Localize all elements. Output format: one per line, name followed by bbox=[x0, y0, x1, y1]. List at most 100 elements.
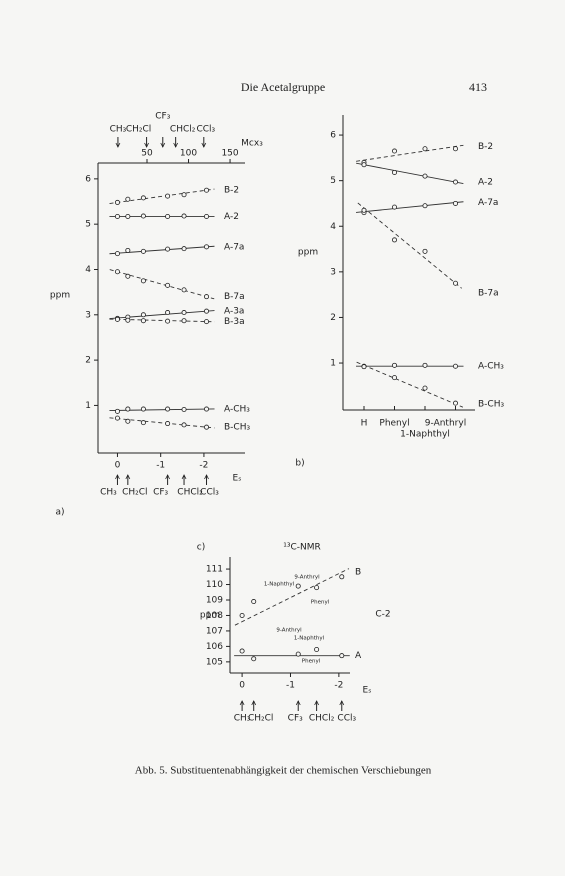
panel-label: b) bbox=[295, 459, 304, 469]
data-point bbox=[114, 269, 120, 275]
x-axis-label: Eₛ bbox=[232, 474, 241, 484]
y-tick-label: 4 bbox=[330, 222, 336, 232]
chart-annotation: C-2 bbox=[375, 610, 390, 620]
x-tick-label: -2 bbox=[199, 461, 208, 471]
data-point bbox=[125, 213, 131, 219]
top-substituent-label: CH₃ bbox=[110, 125, 127, 135]
y-axis-label: ppm bbox=[298, 248, 318, 258]
series-label: B-7a bbox=[224, 292, 245, 302]
substituent-arrow-head bbox=[295, 700, 301, 706]
series-label: A-CH₃ bbox=[478, 362, 504, 372]
data-point bbox=[391, 362, 397, 368]
series-label: B-3a bbox=[224, 317, 245, 327]
substituent-arrow-head bbox=[314, 700, 319, 706]
x-tick-label: 1-Naphthyl bbox=[400, 430, 450, 440]
page-number: 413 bbox=[469, 80, 487, 94]
data-point bbox=[452, 179, 458, 185]
data-point bbox=[125, 406, 131, 412]
series-label: A-3a bbox=[224, 307, 244, 317]
y-tick-label: 2 bbox=[330, 313, 336, 323]
data-point bbox=[140, 420, 146, 426]
data-point bbox=[181, 192, 187, 198]
data-point bbox=[391, 237, 397, 243]
substituent-label: CF₃ bbox=[153, 488, 168, 498]
data-point bbox=[204, 308, 210, 314]
data-point bbox=[181, 406, 187, 412]
substituent-arrow-head bbox=[115, 474, 120, 480]
data-point bbox=[181, 246, 187, 252]
fit-line bbox=[109, 245, 215, 255]
top-substituent-arrow-head bbox=[173, 142, 179, 148]
data-point bbox=[452, 146, 458, 152]
series-label: B-CH₃ bbox=[478, 400, 504, 410]
data-point bbox=[422, 173, 428, 179]
data-point bbox=[114, 408, 120, 414]
fit-line bbox=[355, 201, 464, 213]
y-axis-label: ppm bbox=[50, 291, 70, 301]
data-point bbox=[140, 406, 146, 412]
point-annotation: 9-Anthryl bbox=[294, 575, 320, 581]
data-point bbox=[114, 415, 120, 421]
data-point bbox=[452, 200, 458, 206]
point-annotation: 9-Anthryl bbox=[276, 628, 302, 634]
point-annotation: Phenyl bbox=[302, 659, 321, 665]
data-point bbox=[339, 574, 345, 580]
substituent-arrow-head bbox=[165, 474, 170, 480]
data-point bbox=[181, 213, 187, 219]
data-point bbox=[140, 213, 146, 219]
fit-line bbox=[357, 202, 462, 289]
data-point bbox=[165, 310, 171, 316]
data-point bbox=[140, 195, 146, 201]
data-point bbox=[361, 364, 367, 370]
data-point bbox=[125, 317, 131, 323]
top-substituent-arrow-head bbox=[160, 142, 166, 148]
top-substituent-arrow-head bbox=[201, 142, 207, 148]
x-tick-label: -1 bbox=[286, 681, 295, 691]
data-point bbox=[181, 287, 187, 293]
data-point bbox=[391, 169, 397, 175]
series-label: B-CH₃ bbox=[224, 423, 250, 433]
series-label: B-7a bbox=[478, 289, 499, 299]
data-point bbox=[125, 247, 131, 253]
substituent-label: CH₂Cl bbox=[248, 714, 273, 724]
fit-line bbox=[109, 310, 215, 320]
series-label: A-7a bbox=[478, 198, 498, 208]
top-tick-label: 100 bbox=[180, 149, 197, 159]
data-point bbox=[204, 406, 210, 412]
data-point bbox=[422, 248, 428, 254]
fit-line bbox=[109, 318, 215, 323]
substituent-arrow-head bbox=[339, 700, 345, 706]
data-point bbox=[165, 421, 171, 427]
data-point bbox=[422, 146, 428, 152]
data-point bbox=[125, 196, 131, 202]
x-tick-label: -1 bbox=[156, 461, 165, 471]
top-axis-label: Mcx₃ bbox=[241, 139, 263, 149]
data-point bbox=[422, 385, 428, 391]
figure-caption: Abb. 5. Substituentenabhängigkeit der ch… bbox=[135, 765, 432, 777]
x-tick-label: 9-Anthryl bbox=[425, 419, 466, 429]
data-point bbox=[114, 199, 120, 205]
data-point bbox=[391, 148, 397, 154]
x-tick-label: H bbox=[361, 419, 368, 429]
data-point bbox=[452, 363, 458, 369]
y-tick-label: 1 bbox=[85, 401, 91, 411]
top-tick-label: 150 bbox=[221, 149, 238, 159]
series-label: A-2 bbox=[478, 178, 493, 188]
fit-line bbox=[109, 269, 215, 300]
y-tick-label: 110 bbox=[206, 580, 223, 590]
series-label: B-2 bbox=[478, 142, 493, 152]
substituent-label: CF₃ bbox=[288, 714, 303, 724]
y-tick-label: 6 bbox=[85, 174, 91, 184]
data-point bbox=[422, 362, 428, 368]
data-point bbox=[165, 406, 171, 412]
y-tick-label: 1 bbox=[330, 359, 336, 369]
y-tick-label: 108 bbox=[206, 611, 223, 621]
data-point bbox=[165, 282, 171, 288]
data-point bbox=[140, 312, 146, 318]
x-axis-label: Eₛ bbox=[362, 686, 371, 696]
data-point bbox=[181, 422, 187, 428]
fit-line bbox=[109, 408, 215, 411]
data-point bbox=[181, 310, 187, 316]
top-tick-label: 50 bbox=[141, 149, 153, 159]
